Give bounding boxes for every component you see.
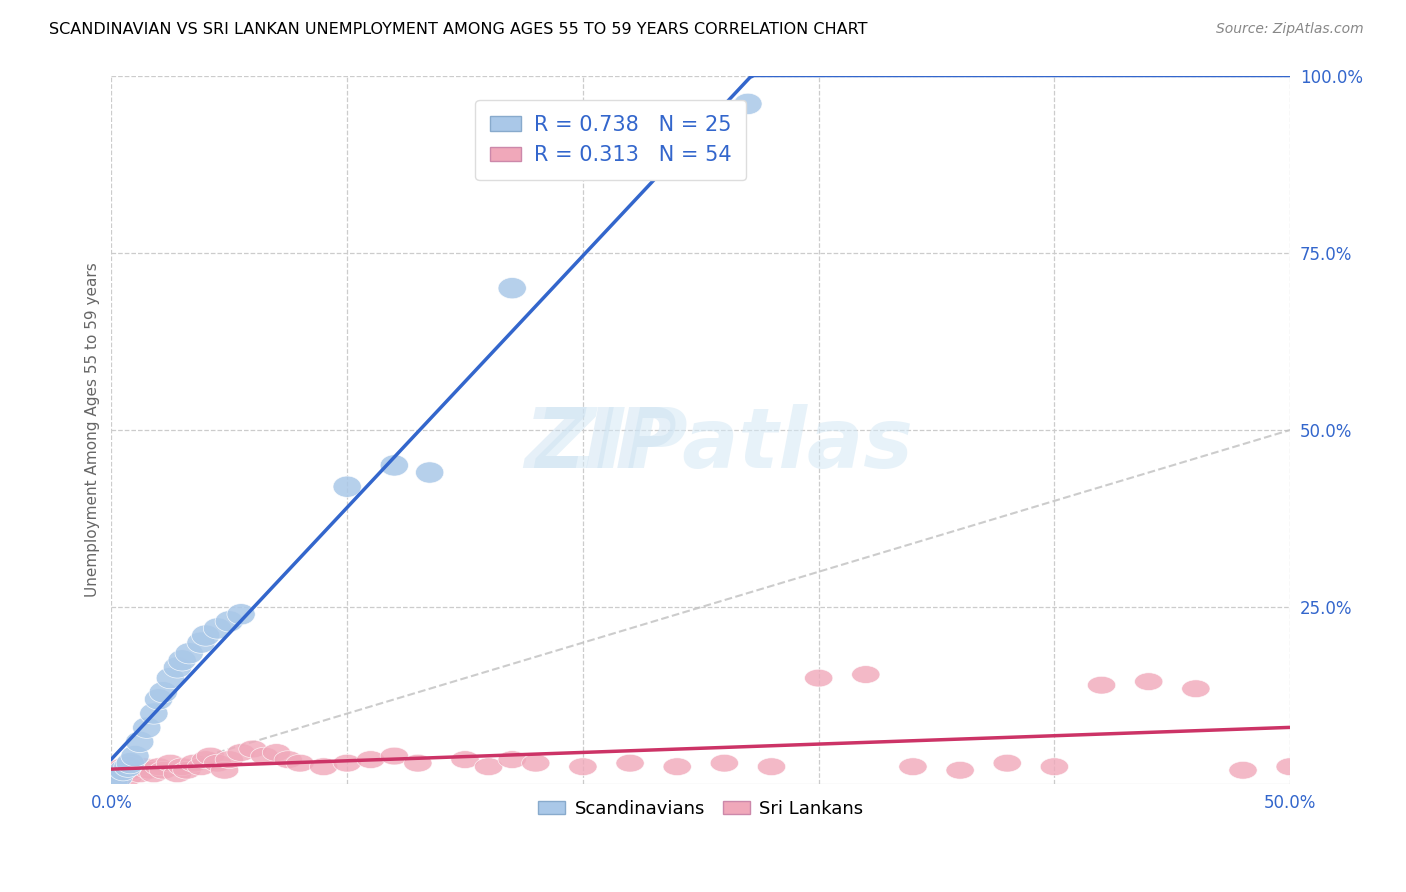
Ellipse shape	[110, 758, 138, 775]
Ellipse shape	[100, 771, 128, 791]
Ellipse shape	[1135, 673, 1163, 690]
Ellipse shape	[117, 755, 145, 772]
Ellipse shape	[357, 751, 385, 769]
Ellipse shape	[211, 762, 239, 779]
Ellipse shape	[1229, 762, 1257, 779]
Ellipse shape	[145, 758, 173, 775]
Ellipse shape	[898, 758, 927, 775]
Ellipse shape	[498, 751, 526, 769]
Ellipse shape	[180, 755, 208, 772]
Ellipse shape	[852, 665, 880, 683]
Ellipse shape	[710, 755, 738, 772]
Ellipse shape	[191, 751, 219, 769]
Ellipse shape	[125, 765, 153, 782]
Ellipse shape	[121, 746, 149, 767]
Ellipse shape	[226, 744, 256, 762]
Ellipse shape	[1181, 680, 1211, 698]
Ellipse shape	[145, 689, 173, 710]
Ellipse shape	[167, 649, 197, 671]
Ellipse shape	[139, 765, 167, 782]
Ellipse shape	[946, 762, 974, 779]
Y-axis label: Unemployment Among Ages 55 to 59 years: Unemployment Among Ages 55 to 59 years	[86, 262, 100, 598]
Ellipse shape	[204, 755, 232, 772]
Ellipse shape	[104, 767, 132, 788]
Ellipse shape	[309, 758, 337, 775]
Ellipse shape	[117, 753, 145, 773]
Ellipse shape	[274, 751, 302, 769]
Ellipse shape	[132, 717, 160, 739]
Ellipse shape	[734, 94, 762, 114]
Ellipse shape	[380, 455, 409, 476]
Ellipse shape	[804, 669, 832, 687]
Ellipse shape	[149, 762, 177, 779]
Ellipse shape	[131, 758, 159, 775]
Ellipse shape	[474, 758, 503, 775]
Ellipse shape	[173, 762, 201, 779]
Ellipse shape	[100, 762, 128, 779]
Ellipse shape	[333, 755, 361, 772]
Ellipse shape	[191, 625, 219, 646]
Ellipse shape	[285, 755, 314, 772]
Ellipse shape	[1087, 676, 1116, 694]
Text: ZIP: ZIP	[524, 404, 676, 484]
Ellipse shape	[114, 756, 142, 777]
Ellipse shape	[163, 765, 191, 782]
Ellipse shape	[167, 758, 197, 775]
Ellipse shape	[215, 611, 243, 632]
Text: ZIPatlas: ZIPatlas	[536, 404, 914, 484]
Ellipse shape	[156, 667, 184, 689]
Ellipse shape	[135, 762, 163, 779]
Ellipse shape	[104, 765, 132, 782]
Ellipse shape	[380, 747, 409, 765]
Ellipse shape	[333, 476, 361, 498]
Ellipse shape	[226, 604, 256, 625]
Ellipse shape	[404, 755, 432, 772]
Ellipse shape	[204, 618, 232, 639]
Ellipse shape	[1277, 758, 1305, 775]
Ellipse shape	[125, 731, 153, 753]
Ellipse shape	[187, 632, 215, 653]
Ellipse shape	[197, 747, 225, 765]
Ellipse shape	[263, 744, 291, 762]
Text: Source: ZipAtlas.com: Source: ZipAtlas.com	[1216, 22, 1364, 37]
Ellipse shape	[522, 755, 550, 772]
Ellipse shape	[250, 747, 278, 765]
Ellipse shape	[110, 760, 138, 780]
Ellipse shape	[664, 758, 692, 775]
Ellipse shape	[121, 762, 149, 779]
Ellipse shape	[616, 755, 644, 772]
Ellipse shape	[176, 642, 204, 664]
Ellipse shape	[1040, 758, 1069, 775]
Ellipse shape	[215, 751, 243, 769]
Legend: Scandinavians, Sri Lankans: Scandinavians, Sri Lankans	[531, 793, 870, 825]
Ellipse shape	[139, 703, 167, 724]
Ellipse shape	[569, 758, 598, 775]
Text: SCANDINAVIAN VS SRI LANKAN UNEMPLOYMENT AMONG AGES 55 TO 59 YEARS CORRELATION CH: SCANDINAVIAN VS SRI LANKAN UNEMPLOYMENT …	[49, 22, 868, 37]
Ellipse shape	[187, 758, 215, 775]
Ellipse shape	[149, 681, 177, 703]
Ellipse shape	[451, 751, 479, 769]
Ellipse shape	[163, 657, 191, 678]
Ellipse shape	[993, 755, 1021, 772]
Ellipse shape	[156, 755, 184, 772]
Ellipse shape	[114, 769, 142, 786]
Ellipse shape	[239, 740, 267, 758]
Ellipse shape	[498, 277, 526, 299]
Ellipse shape	[758, 758, 786, 775]
Ellipse shape	[416, 462, 444, 483]
